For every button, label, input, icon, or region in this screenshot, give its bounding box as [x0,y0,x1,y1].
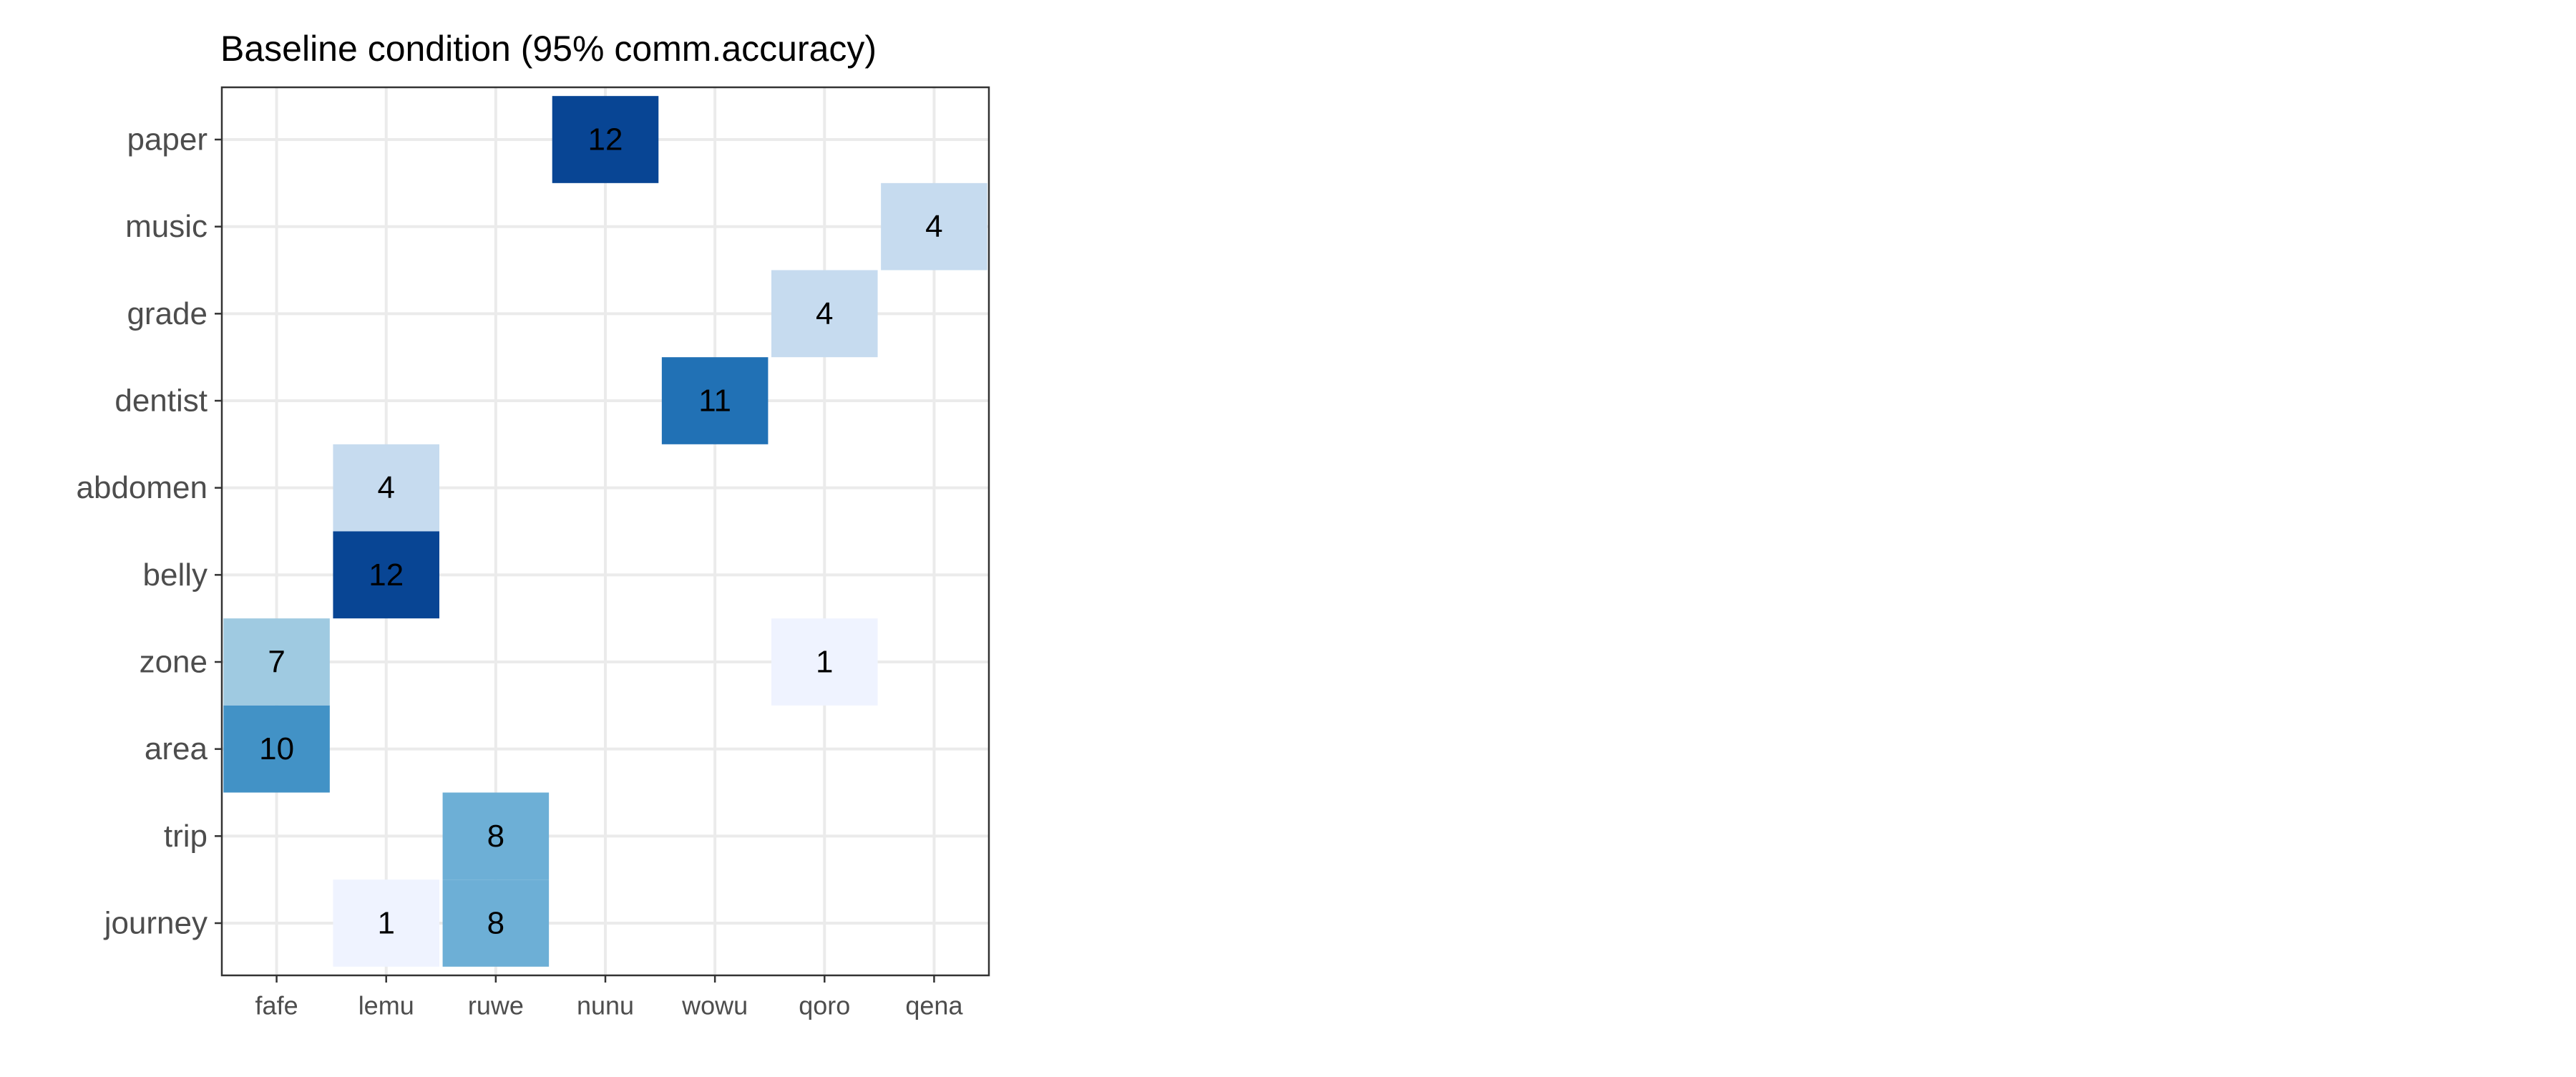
cell-label-paper-nunu: 12 [588,122,623,157]
cell-label-belly-lemu: 12 [369,557,404,593]
y-tick-label-abdomen: abdomen [77,470,208,505]
cell-label-dentist-wowu: 11 [698,384,731,419]
y-tick-label-zone: zone [140,645,208,680]
heatmap-cell-belly-lemu [333,531,439,619]
cell-label-zone-fafe: 7 [268,645,285,680]
heatmap-cell-dentist-wowu [661,357,769,444]
x-tick-label-fafe: fafe [255,991,298,1020]
heatmap-cell-abdomen-lemu [333,444,439,532]
heatmap-cell-journey-lemu [333,879,439,967]
heatmap-cell-music-qena [881,182,987,271]
x-tick-label-wowu: wowu [681,991,748,1020]
heatmap-cell-area-fafe [223,705,330,793]
y-tick-label-belly: belly [143,557,208,593]
cell-label-journey-lemu: 1 [377,906,394,941]
heatmap-cell-journey-ruwe [442,879,550,967]
x-tick-label-nunu: nunu [577,991,634,1020]
cell-label-music-qena: 4 [925,209,942,244]
heatmap-cells [223,96,987,967]
x-tick-label-qena: qena [905,991,963,1020]
y-tick-label-grade: grade [127,296,208,331]
cell-label-journey-ruwe: 8 [487,906,504,941]
y-tick-label-trip: trip [164,819,208,854]
x-tick-label-qoro: qoro [799,991,850,1020]
chart-title: Baseline condition (95% comm.accuracy) [220,29,877,69]
y-tick-label-music: music [125,209,208,244]
cell-label-trip-ruwe: 8 [487,819,504,854]
cell-value-labels: 12 4 4 11 4 12 7 1 10 8 1 8 [259,122,943,941]
y-axis: paper music grade dentist abdomen belly zone ar… [77,122,222,941]
y-tick-label-area: area [145,731,208,766]
heatmap-cell-paper-nunu [552,96,659,183]
x-tick-label-lemu: lemu [358,991,414,1020]
heatmap-cell-zone-qoro [771,618,878,706]
cell-label-zone-qoro: 1 [816,645,833,680]
cell-label-grade-qoro: 4 [816,296,833,331]
cell-label-area-fafe: 10 [259,731,294,766]
heatmap-cell-trip-ruwe [442,792,550,880]
x-tick-label-ruwe: ruwe [468,991,524,1020]
y-tick-label-dentist: dentist [114,384,208,419]
heatmap-cell-grade-qoro [771,270,878,358]
y-tick-label-journey: journey [103,906,208,941]
cell-label-abdomen-lemu: 4 [377,470,394,505]
x-axis: fafe lemu ruwe nunu wowu qoro qena [255,975,963,1020]
y-tick-label-paper: paper [127,122,208,157]
heatmap-cell-zone-fafe [223,618,330,706]
